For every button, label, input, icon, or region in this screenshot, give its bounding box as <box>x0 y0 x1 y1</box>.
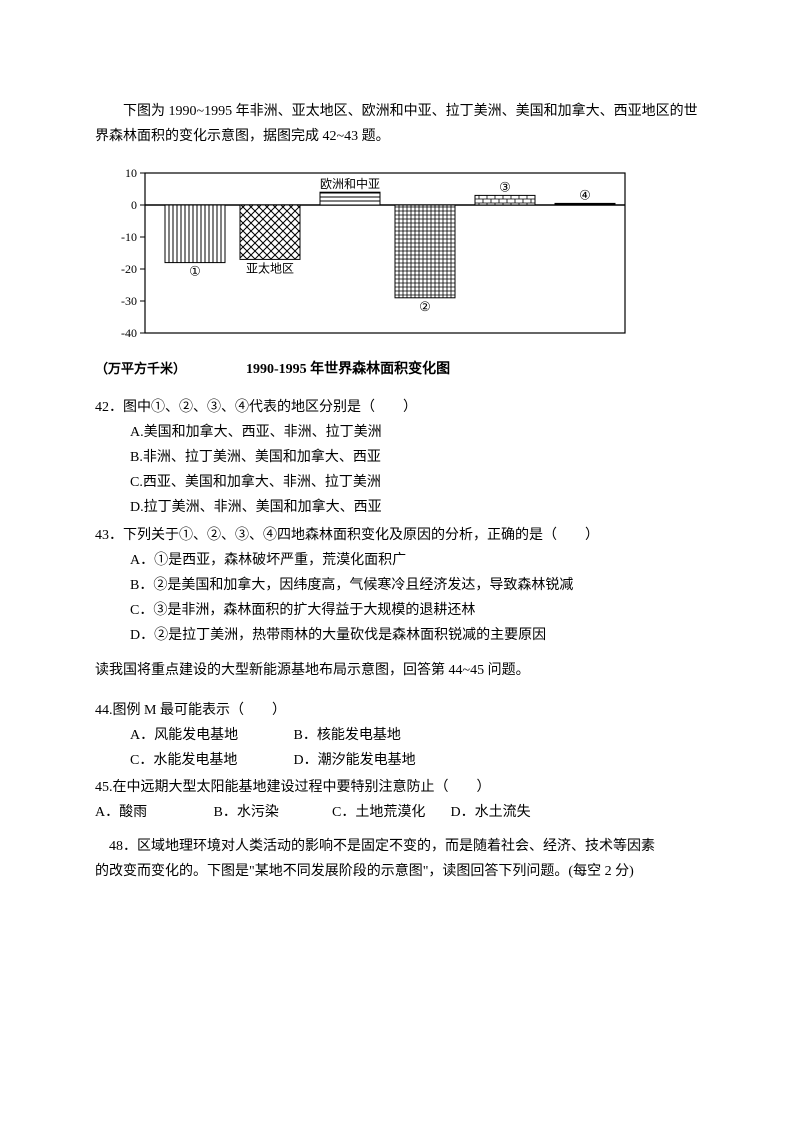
q43-option-b: B．②是美国和加拿大，因纬度高，气候寒冷且经济发达，导致森林锐减 <box>130 573 705 598</box>
svg-text:④: ④ <box>579 188 591 203</box>
svg-text:①: ① <box>189 264 201 279</box>
q45-options: A．酸雨 B．水污染 C．土地荒漠化 D．水土流失 <box>95 800 705 825</box>
q44-option-c: C．水能发电基地 <box>130 748 290 773</box>
q45-option-d: D．水土流失 <box>451 800 566 825</box>
svg-text:③: ③ <box>499 180 511 195</box>
q43-options: A．①是西亚，森林破坏严重，荒漠化面积广 B．②是美国和加拿大，因纬度高，气候寒… <box>95 548 705 649</box>
q42-option-b: B.非洲、拉丁美洲、美国和加拿大、西亚 <box>130 445 705 470</box>
svg-text:亚太地区: 亚太地区 <box>246 261 294 276</box>
q45-option-a: A．酸雨 <box>95 800 210 825</box>
q44-option-d: D．潮汐能发电基地 <box>294 748 454 773</box>
q44-option-b: B．核能发电基地 <box>294 723 454 748</box>
chart-title: 1990-1995 年世界森林面积变化图 <box>246 357 450 382</box>
chart-svg: 10 0 -10 -20 -30 -40 ① 亚太地区 欧洲和中亚 ② ③ ④ <box>95 163 635 353</box>
svg-text:10: 10 <box>125 166 137 180</box>
forest-chart: 10 0 -10 -20 -30 -40 ① 亚太地区 欧洲和中亚 ② ③ ④ <box>95 163 705 353</box>
svg-text:-20: -20 <box>121 262 137 276</box>
question-42: 42．图中①、②、③、④代表的地区分别是（ ） A.美国和加拿大、西亚、非洲、拉… <box>95 395 705 521</box>
q43-option-d: D．②是拉丁美洲，热带雨林的大量砍伐是森林面积锐减的主要原因 <box>130 623 705 648</box>
q44-option-a: A．风能发电基地 <box>130 723 290 748</box>
q42-stem: 42．图中①、②、③、④代表的地区分别是（ ） <box>95 395 705 420</box>
q43-option-a: A．①是西亚，森林破坏严重，荒漠化面积广 <box>130 548 705 573</box>
q42-options: A.美国和加拿大、西亚、非洲、拉丁美洲 B.非洲、拉丁美洲、美国和加拿大、西亚 … <box>95 420 705 521</box>
q48-line2: 的改变而变化的。下图是"某地不同发展阶段的示意图"，读图回答下列问题。(每空 2… <box>81 859 634 884</box>
chart-caption: （万平方千米） 1990-1995 年世界森林面积变化图 <box>95 357 705 382</box>
q42-option-d: D.拉丁美洲、非洲、美国和加拿大、西亚 <box>130 495 705 520</box>
question-45: 45.在中远期大型太阳能基地建设过程中要特别注意防止（ ） A．酸雨 B．水污染… <box>95 775 705 825</box>
page: 下图为 1990~1995 年非洲、亚太地区、欧洲和中亚、拉丁美洲、美国和加拿大… <box>0 0 800 1132</box>
svg-text:-30: -30 <box>121 294 137 308</box>
chart-unit-label: （万平方千米） <box>95 357 186 380</box>
q45-option-b: B．水污染 <box>214 800 329 825</box>
section2-intro: 读我国将重点建设的大型新能源基地布局示意图，回答第 44~45 问题。 <box>95 658 705 683</box>
svg-text:②: ② <box>419 299 431 314</box>
question-48: 48．区域地理环境对人类活动的影响不是固定不变的，而是随着社会、经济、技术等因素… <box>95 834 705 884</box>
question-44: 44.图例 M 最可能表示（ ） A．风能发电基地 B．核能发电基地 C．水能发… <box>95 698 705 774</box>
q43-stem: 43．下列关于①、②、③、④四地森林面积变化及原因的分析，正确的是（ ） <box>95 523 705 548</box>
q42-option-c: C.西亚、美国和加拿大、非洲、拉丁美洲 <box>130 470 705 495</box>
svg-text:-10: -10 <box>121 230 137 244</box>
q44-options: A．风能发电基地 B．核能发电基地 C．水能发电基地 D．潮汐能发电基地 <box>95 723 705 773</box>
question-43: 43．下列关于①、②、③、④四地森林面积变化及原因的分析，正确的是（ ） A．①… <box>95 523 705 649</box>
svg-text:欧洲和中亚: 欧洲和中亚 <box>320 177 380 192</box>
svg-text:-40: -40 <box>121 326 137 340</box>
intro-text: 下图为 1990~1995 年非洲、亚太地区、欧洲和中亚、拉丁美洲、美国和加拿大… <box>95 99 705 149</box>
q44-stem: 44.图例 M 最可能表示（ ） <box>95 698 705 723</box>
q48-line1: 48．区域地理环境对人类活动的影响不是固定不变的，而是随着社会、经济、技术等因素 <box>109 839 655 854</box>
q45-option-c: C．土地荒漠化 <box>332 800 447 825</box>
svg-text:0: 0 <box>131 198 137 212</box>
q42-option-a: A.美国和加拿大、西亚、非洲、拉丁美洲 <box>130 420 705 445</box>
q43-option-c: C．③是非洲，森林面积的扩大得益于大规模的退耕还林 <box>130 598 705 623</box>
q45-stem: 45.在中远期大型太阳能基地建设过程中要特别注意防止（ ） <box>95 775 705 800</box>
